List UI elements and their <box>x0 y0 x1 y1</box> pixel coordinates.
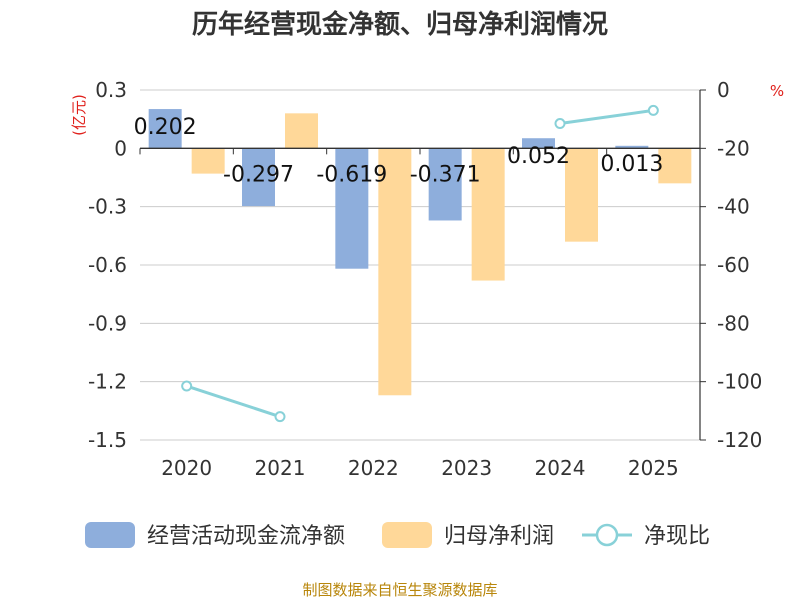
cashflow-data-label: -0.297 <box>223 162 294 187</box>
left-tick-label: -1.5 <box>88 428 127 452</box>
left-tick-label: -0.9 <box>88 311 127 335</box>
grid <box>140 89 700 441</box>
legend-label: 经营活动现金流净额 <box>147 524 345 549</box>
left-tick-label: -0.6 <box>88 253 127 277</box>
net-profit-bar <box>471 148 505 281</box>
legend-swatch <box>382 522 432 548</box>
data-labels: 0.202 -0.297 -0.619 -0.371 0.052 0.013 <box>134 115 664 187</box>
right-tick-label: -20 <box>717 136 750 160</box>
x-tick-label: 2025 <box>628 456 679 480</box>
ratio-line-segment <box>186 384 281 419</box>
cashflow-data-label: 0.052 <box>507 144 570 169</box>
left-tick-label: 0 <box>114 136 127 160</box>
legend-label: 归母净利润 <box>444 524 554 549</box>
right-tick-label: -100 <box>717 370 762 394</box>
left-tick-label: 0.3 <box>95 78 127 102</box>
net-profit-bar <box>191 148 225 174</box>
net-profit-bar <box>658 148 692 184</box>
left-axis-unit: (亿元) <box>70 94 88 136</box>
ratio-point <box>647 104 659 116</box>
axes <box>139 89 706 441</box>
net-profit-bar <box>565 148 598 242</box>
left-tick-label: -0.3 <box>88 195 127 219</box>
cashflow-bar <box>522 138 555 149</box>
right-tick-label: 0 <box>717 78 730 102</box>
cashflow-bar <box>242 148 275 207</box>
cashflow-bar <box>148 109 182 149</box>
ratio-point <box>554 118 566 130</box>
net-profit-bar <box>378 148 412 396</box>
source-note: 制图数据来自恒生聚源数据库 <box>302 581 497 599</box>
legend-swatch <box>85 522 135 548</box>
bars <box>148 109 692 396</box>
cashflow-bar <box>428 148 462 221</box>
legend-swatch-marker <box>595 523 619 547</box>
legend-label: 净现比 <box>644 524 710 549</box>
x-tick-label: 2022 <box>348 456 399 480</box>
cashflow-data-label: -0.619 <box>316 162 387 187</box>
tick-labels: 0.3 0 0 -20 -0.3 -40 -0.6 -60 -0.9 -80 -1.2 -100 -1.… <box>88 78 762 480</box>
chart-title: 历年经营现金净额、归母净利润情况 <box>192 9 608 40</box>
ratio-line <box>181 104 659 423</box>
cashflow-data-label: 0.202 <box>134 115 197 140</box>
left-tick-label: -1.2 <box>88 370 127 394</box>
x-tick-label: 2023 <box>441 456 492 480</box>
cashflow-data-label: 0.013 <box>600 152 663 177</box>
right-axis-unit: % <box>770 82 784 100</box>
legend: 经营活动现金流净额 归母净利润 净现比 <box>85 522 710 549</box>
ratio-line-segment <box>559 108 654 126</box>
ratio-point <box>274 411 286 423</box>
right-tick-label: -80 <box>717 311 750 335</box>
right-tick-label: -40 <box>717 195 750 219</box>
x-tick-label: 2024 <box>535 456 586 480</box>
x-tick-label: 2021 <box>255 456 306 480</box>
net-profit-bar <box>285 113 318 149</box>
ratio-point <box>181 380 193 392</box>
right-tick-label: -60 <box>717 253 750 277</box>
right-tick-label: -120 <box>717 428 762 452</box>
cashflow-data-label: -0.371 <box>410 162 481 187</box>
cashflow-bar <box>615 145 649 149</box>
cashflow-bar <box>335 148 369 269</box>
x-tick-label: 2020 <box>161 456 212 480</box>
